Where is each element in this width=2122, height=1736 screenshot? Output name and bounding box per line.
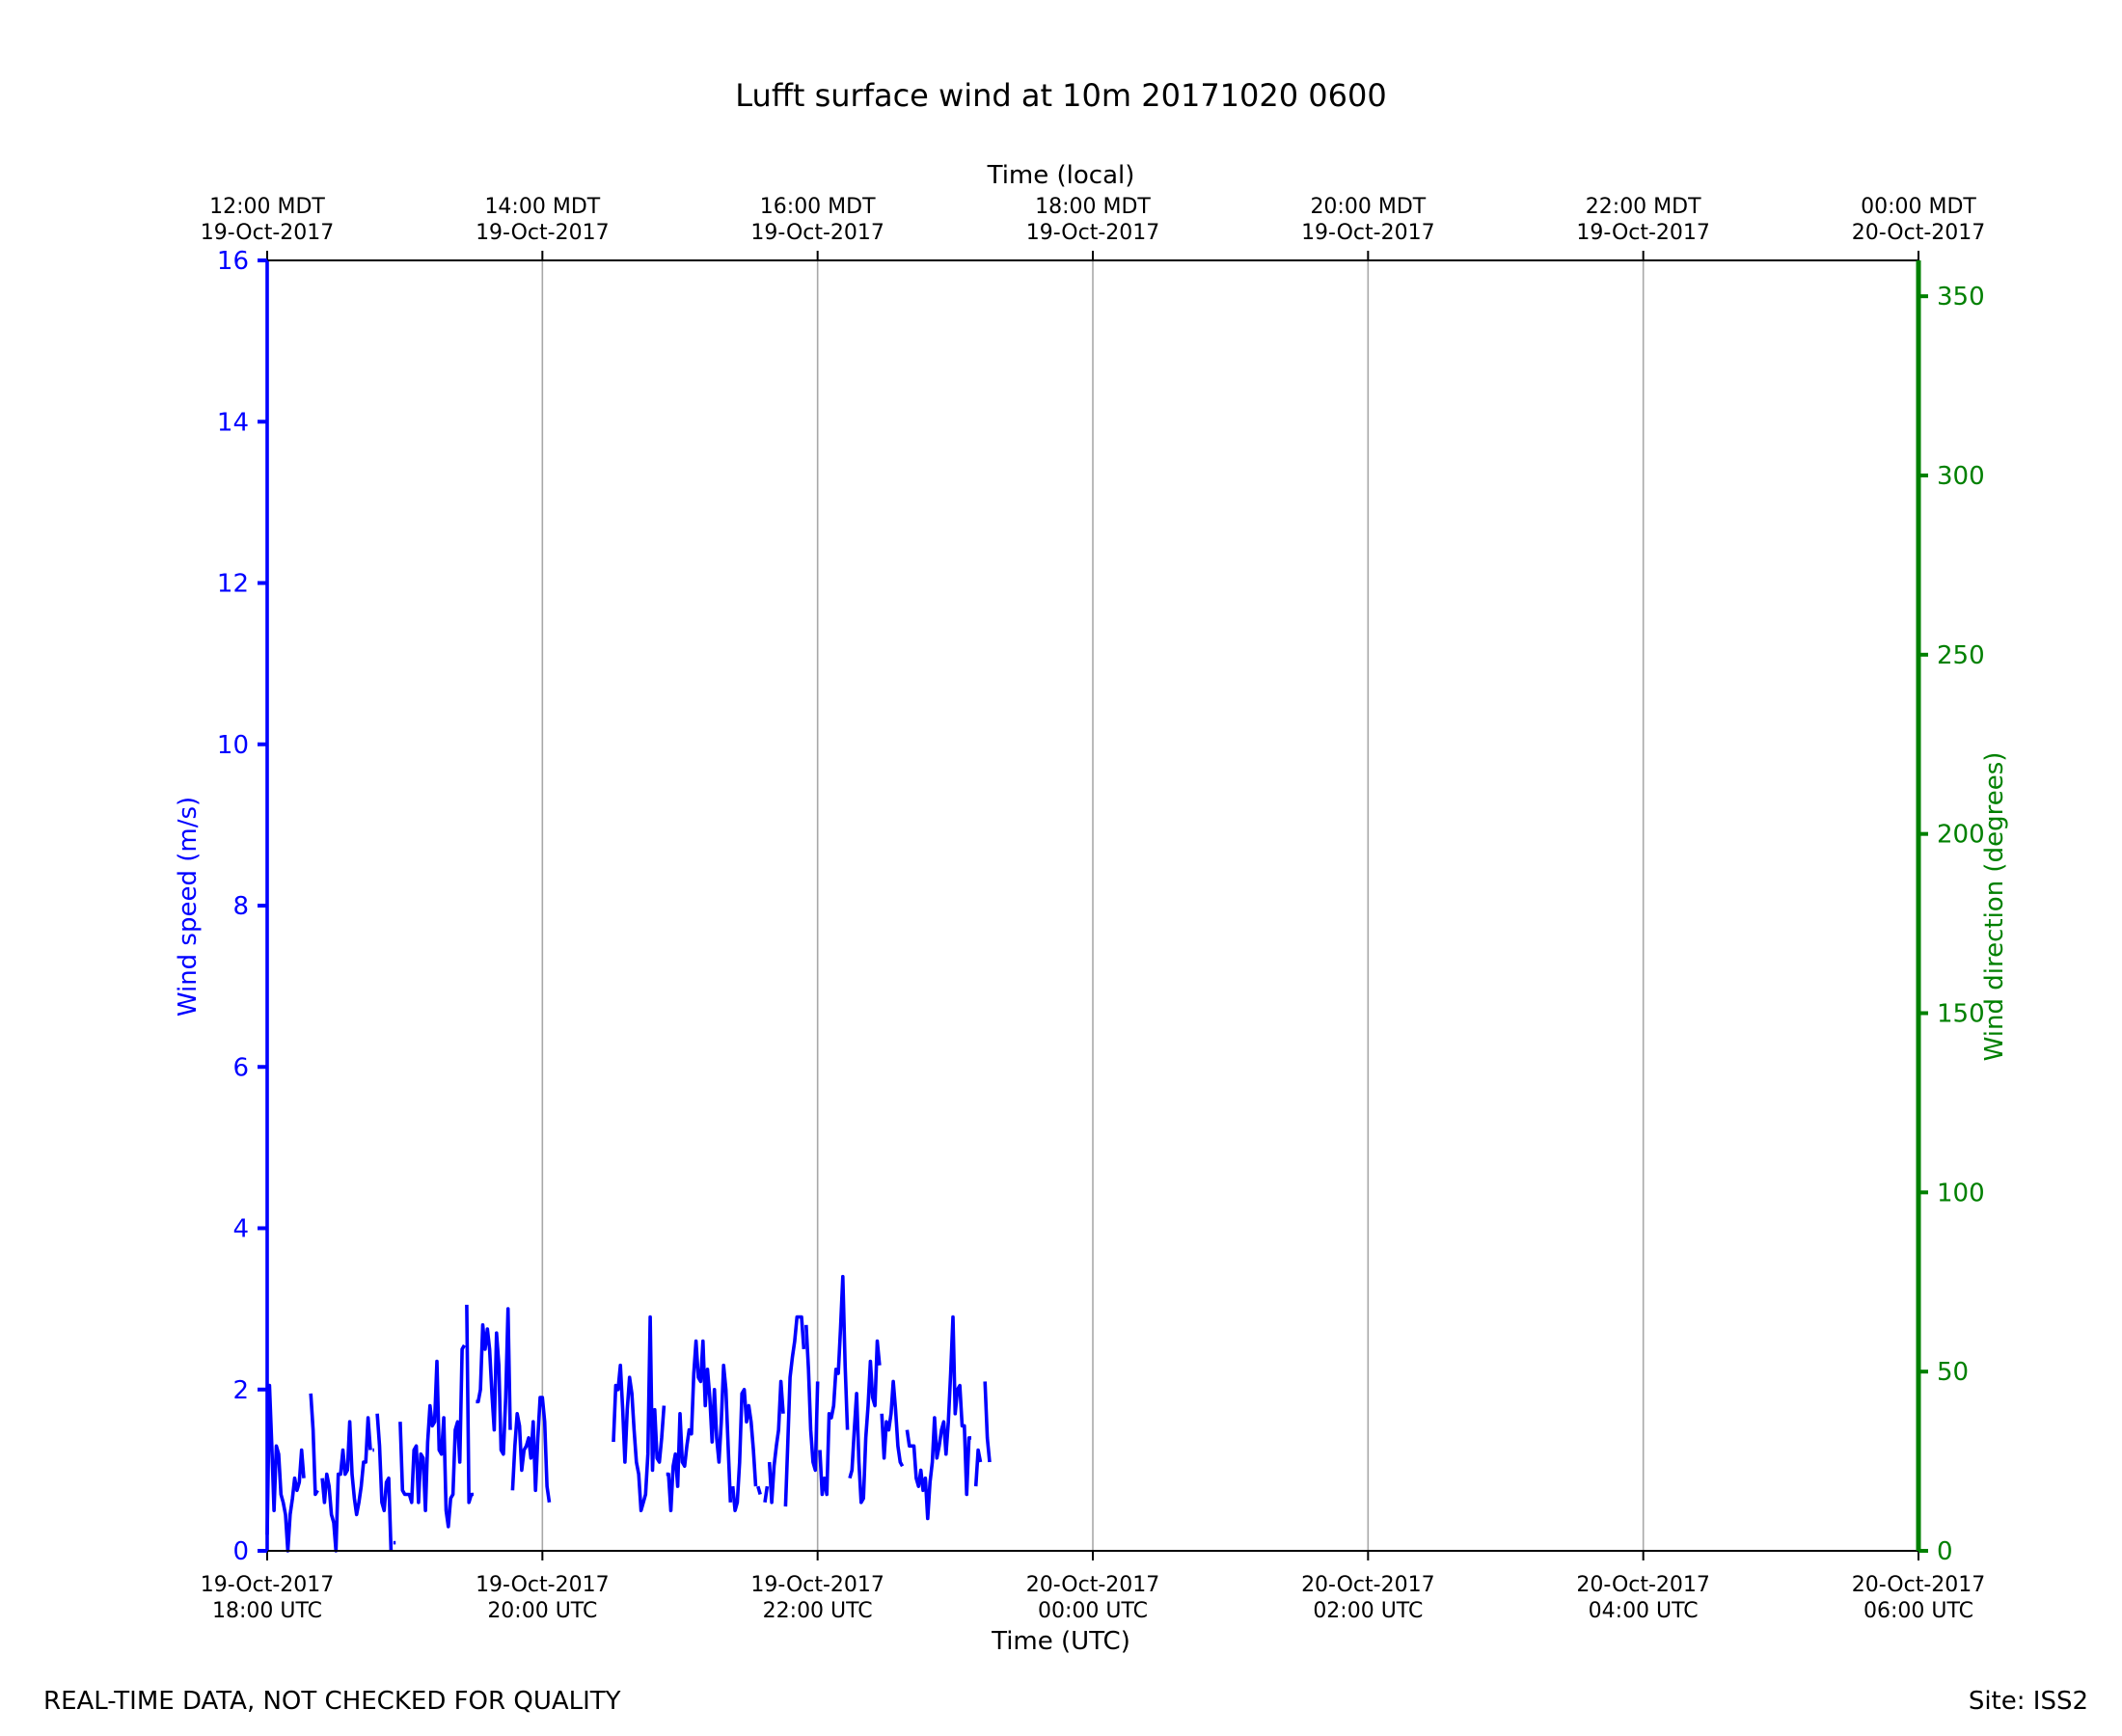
y-tick-label: 10	[217, 731, 249, 760]
x2-tick-label-time: 22:00 MDT	[1586, 195, 1701, 219]
x2-tick-label-time: 12:00 MDT	[209, 195, 325, 219]
grid-lines	[541, 260, 1645, 1551]
left-axis-title: Wind speed (m/s)	[174, 797, 203, 1017]
wind-speed-line	[730, 1388, 758, 1512]
wind-speed-line	[320, 1416, 372, 1553]
y2-tick-label: 350	[1937, 283, 1985, 312]
y2-tick-label: 300	[1937, 462, 1985, 491]
x2-tick-label-date: 19-Oct-2017	[750, 221, 884, 245]
y2-tick-label: 150	[1937, 1000, 1985, 1029]
y2-tick-label: 50	[1937, 1358, 1969, 1387]
y-tick-label: 16	[217, 247, 249, 276]
y-tick-label: 0	[232, 1537, 249, 1566]
x2-tick-label-time: 20:00 MDT	[1310, 195, 1426, 219]
wind-speed-line	[510, 1396, 552, 1504]
x-tick-label-date: 20-Oct-2017	[1026, 1573, 1160, 1597]
x-tick-label-time: 20:00 UTC	[487, 1599, 597, 1623]
wind-speed-line	[880, 1379, 905, 1468]
x-tick-label-date: 19-Oct-2017	[476, 1573, 610, 1597]
bottom-axis-title: Time (UTC)	[991, 1627, 1130, 1656]
wind-speed-line	[905, 1315, 971, 1521]
quality-disclaimer: REAL-TIME DATA, NOT CHECKED FOR QUALITY	[43, 1687, 621, 1716]
x2-tick-label-time: 14:00 MDT	[484, 195, 600, 219]
wind-speed-line	[767, 1379, 785, 1505]
wind-speed-line	[783, 1315, 806, 1507]
right-axis-title: Wind direction (degrees)	[1980, 752, 2009, 1062]
wind-speed-line	[973, 1448, 983, 1487]
x-tick-label-date: 20-Oct-2017	[1852, 1573, 1986, 1597]
y-tick-label: 6	[232, 1053, 249, 1082]
wind-speed-line	[309, 1393, 319, 1497]
y-tick-label: 12	[217, 570, 249, 599]
x2-tick-label-date: 19-Oct-2017	[1026, 221, 1160, 245]
wind-speed-line	[666, 1339, 733, 1512]
x-tick-label-time: 02:00 UTC	[1313, 1599, 1423, 1623]
x2-tick-label-date: 20-Oct-2017	[1852, 221, 1986, 245]
chart-title: Lufft surface wind at 10m 20171020 0600	[735, 77, 1386, 114]
x2-tick-label-time: 00:00 MDT	[1861, 195, 1976, 219]
wind-speed-line	[612, 1315, 667, 1512]
x2-tick-label-date: 19-Oct-2017	[476, 221, 610, 245]
top-axis-title: Time (local)	[987, 161, 1135, 190]
x-tick-label-date: 20-Oct-2017	[1301, 1573, 1435, 1597]
x-tick-label-date: 19-Oct-2017	[201, 1573, 335, 1597]
x-tick-label-time: 00:00 UTC	[1038, 1599, 1148, 1623]
y2-tick-label: 250	[1937, 641, 1985, 670]
x2-tick-label-time: 16:00 MDT	[760, 195, 876, 219]
wind-speed-line	[818, 1274, 850, 1497]
x-tick-label-time: 04:00 UTC	[1589, 1599, 1699, 1623]
y2-tick-label: 0	[1937, 1537, 1953, 1566]
x-tick-label-date: 20-Oct-2017	[1576, 1573, 1710, 1597]
wind-speed-line	[465, 1304, 474, 1505]
x2-tick-label-date: 19-Oct-2017	[1301, 221, 1435, 245]
wind-speed-line	[265, 1383, 306, 1553]
wind-speed-line	[804, 1324, 820, 1473]
y-tick-label: 8	[232, 892, 249, 921]
wind-speed-series	[265, 258, 992, 1553]
y-tick-label: 14	[217, 408, 249, 437]
wind-speed-line	[476, 1307, 512, 1456]
wind-speed-line	[756, 1485, 762, 1495]
x-tick-label-time: 18:00 UTC	[212, 1599, 322, 1623]
wind-speed-line	[375, 1413, 394, 1552]
x2-tick-label-date: 19-Oct-2017	[201, 221, 335, 245]
wind-speed-line	[848, 1339, 882, 1505]
y-tick-label: 2	[232, 1376, 249, 1405]
wind-speed-line	[763, 1485, 770, 1504]
x-tick-label-time: 06:00 UTC	[1864, 1599, 1973, 1623]
wind-speed-line	[983, 1381, 992, 1463]
y2-tick-label: 200	[1937, 821, 1985, 850]
y2-tick-label: 100	[1937, 1179, 1985, 1207]
x2-tick-label-date: 19-Oct-2017	[1576, 221, 1710, 245]
x-tick-label-date: 19-Oct-2017	[750, 1573, 884, 1597]
site-label: Site: ISS2	[1969, 1687, 2088, 1716]
y-tick-label: 4	[232, 1215, 249, 1244]
x2-tick-label-time: 18:00 MDT	[1035, 195, 1151, 219]
x-tick-label-time: 22:00 UTC	[763, 1599, 873, 1623]
wind-speed-line	[398, 1343, 467, 1529]
